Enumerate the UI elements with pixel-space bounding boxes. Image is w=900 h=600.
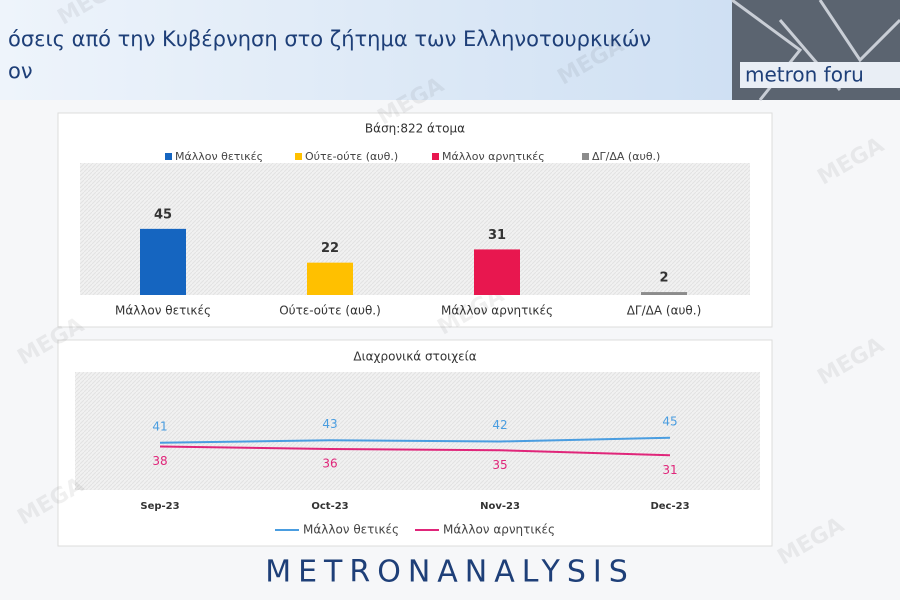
data-label: 22 xyxy=(321,241,339,256)
data-label: 31 xyxy=(662,463,677,477)
x-tick-label: Μάλλον θετικές xyxy=(115,304,211,318)
bar xyxy=(307,262,353,295)
line xyxy=(159,436,671,444)
x-tick-label: Sep-23 xyxy=(140,501,179,512)
data-label: 36 xyxy=(322,457,337,471)
data-label: 43 xyxy=(322,417,337,431)
legend-label: Μάλλον αρνητικές xyxy=(442,150,545,163)
x-tick-label: Oct-23 xyxy=(311,501,348,512)
data-label: 45 xyxy=(154,207,172,222)
legend-label: ΔΓ/ΔΑ (αυθ.) xyxy=(592,150,660,163)
legend-swatch xyxy=(295,153,302,160)
x-tick-label: Dec-23 xyxy=(650,501,689,512)
data-label: 41 xyxy=(152,419,167,433)
legend-label: Μάλλον αρνητικές xyxy=(443,523,555,537)
legend-label: Ούτε-ούτε (αυθ.) xyxy=(305,150,398,163)
plot-area xyxy=(80,163,750,295)
data-label: 2 xyxy=(659,271,668,286)
bar xyxy=(474,249,520,295)
legend-label: Μάλλον θετικές xyxy=(175,150,263,163)
line xyxy=(159,445,671,457)
data-label: 42 xyxy=(492,418,507,432)
header-band xyxy=(0,0,732,100)
x-tick-label: ΔΓ/ΔΑ (αυθ.) xyxy=(627,304,702,318)
chart-title: Διαχρονικά στοιχεία xyxy=(353,350,476,364)
plot-area xyxy=(75,372,760,490)
header-title: όσεις από την Κυβέρνηση στο ζήτημα των Ε… xyxy=(8,27,651,51)
legend-swatch xyxy=(582,153,589,160)
x-tick-label: Μάλλον αρνητικές xyxy=(441,304,553,318)
x-tick-label: Ούτε-ούτε (αυθ.) xyxy=(279,304,381,318)
legend-swatch xyxy=(432,153,439,160)
legend-label: Μάλλον θετικές xyxy=(303,523,399,537)
data-label: 38 xyxy=(152,454,167,468)
legend-swatch xyxy=(165,153,172,160)
logo-text: metron foru xyxy=(745,63,864,87)
data-label: 35 xyxy=(492,458,507,472)
data-label: 45 xyxy=(662,414,677,428)
data-label: 31 xyxy=(488,228,506,243)
bar xyxy=(140,228,186,295)
footer-brand: METRONANALYSIS xyxy=(265,555,635,590)
bar xyxy=(641,292,687,295)
chart-subtitle: Βάση:822 άτομα xyxy=(365,122,465,136)
x-tick-label: Nov-23 xyxy=(480,501,520,512)
logo-plate xyxy=(740,62,900,88)
header-title: ον xyxy=(8,59,33,83)
